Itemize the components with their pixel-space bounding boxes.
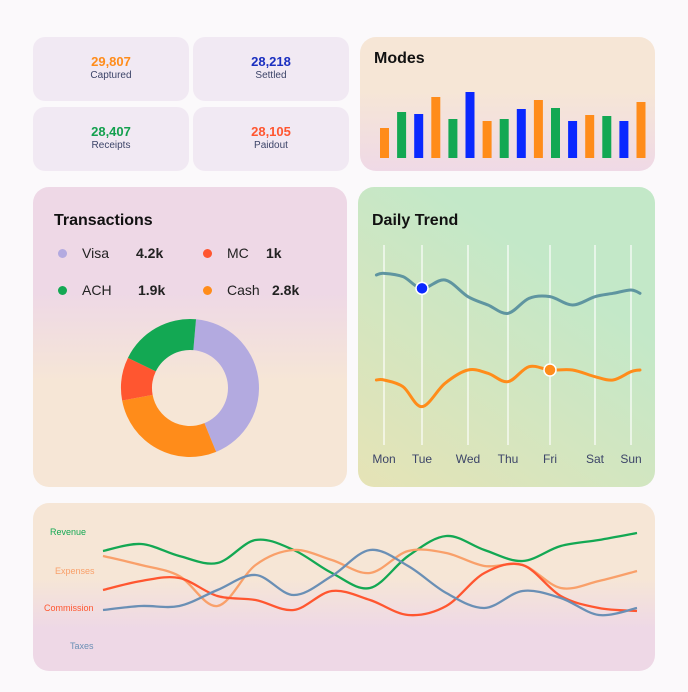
stat-label: Receipts: [91, 140, 131, 151]
x-tick-label: Tue: [412, 452, 433, 466]
series-label: Commission: [44, 603, 94, 613]
x-tick-label: Thu: [498, 452, 519, 466]
mode-bar: [533, 100, 543, 158]
transactions-card: Transactions Visa 4.2k MC 1k ACH 1.9k Ca…: [33, 187, 347, 487]
series-label: Revenue: [50, 527, 86, 537]
mode-bar: [602, 116, 612, 158]
transactions-donut-chart: [120, 319, 259, 457]
mode-bar: [516, 109, 526, 158]
modes-title: Modes: [374, 50, 425, 67]
trend-line-2: [374, 364, 642, 409]
modes-card: Modes: [360, 37, 655, 171]
stat-value: 28,105: [251, 124, 291, 139]
trend-marker: [415, 281, 429, 296]
legend-value: 1k: [266, 245, 282, 261]
mode-bar: [465, 92, 475, 158]
legend-value: 1.9k: [138, 282, 166, 298]
stat-value: 28,407: [91, 124, 131, 139]
series-line-taxes: [102, 548, 638, 617]
stat-paidout[interactable]: 28,105 Paidout: [193, 107, 349, 171]
legend-name: Cash: [227, 282, 260, 298]
legend-name: ACH: [82, 282, 112, 298]
legend-dot-icon: [203, 249, 212, 258]
mode-bar: [482, 121, 492, 158]
legend-value: 2.8k: [272, 282, 300, 298]
x-tick-label: Sat: [586, 452, 605, 466]
series-line-expenses: [102, 548, 638, 608]
multi-line-card: Revenue Expenses Commission Taxes: [33, 503, 655, 671]
x-tick-label: Sun: [620, 452, 641, 466]
legend-dot-icon: [58, 249, 67, 258]
legend-dot-icon: [203, 286, 212, 295]
stat-value: 28,218: [251, 54, 291, 69]
legend-dot-icon: [58, 286, 67, 295]
mode-bar: [568, 121, 578, 158]
stat-value: 29,807: [91, 54, 131, 69]
stat-label: Paidout: [254, 140, 288, 151]
x-tick-label: Mon: [372, 452, 395, 466]
x-tick-label: Wed: [456, 452, 480, 466]
mode-bar: [636, 102, 646, 158]
series-label: Taxes: [70, 641, 94, 651]
stat-receipts[interactable]: 28,407 Receipts: [33, 107, 189, 171]
donut-slice-cash: [122, 394, 217, 457]
donut-slice-mc: [120, 357, 156, 401]
stat-label: Settled: [255, 70, 287, 81]
donut-slice-ach: [127, 319, 197, 372]
donut-slice-visa: [193, 319, 259, 452]
legend-name: MC: [227, 245, 249, 261]
modes-bar-chart: [380, 92, 646, 158]
series-label: Expenses: [55, 566, 95, 576]
daily-trend-card: Daily Trend Mon Tue Wed Thu Fri Sat Sun: [358, 187, 655, 487]
trend-marker: [543, 363, 557, 377]
series-line-revenue: [102, 531, 638, 590]
series-line-commission: [102, 562, 638, 617]
mode-bar: [397, 112, 407, 158]
stats-panel: 29,807 Captured 28,218 Settled 28,407 Re…: [33, 37, 351, 171]
mode-bar: [380, 128, 389, 158]
x-tick-label: Fri: [543, 452, 557, 466]
mode-bar: [585, 115, 595, 158]
legend-name: Visa: [82, 245, 109, 261]
daily-trend-chart: Mon Tue Wed Thu Fri Sat Sun: [372, 245, 642, 466]
mode-bar: [414, 114, 424, 158]
mode-bar: [448, 119, 458, 158]
mode-bar: [431, 97, 441, 158]
multi-line-chart: Revenue Expenses Commission Taxes: [44, 527, 638, 651]
stat-captured[interactable]: 29,807 Captured: [33, 37, 189, 101]
transactions-title: Transactions: [54, 212, 153, 229]
trend-line-1: [374, 271, 642, 315]
legend-value: 4.2k: [136, 245, 164, 261]
mode-bar: [551, 108, 560, 158]
stat-label: Captured: [90, 70, 132, 81]
stat-settled[interactable]: 28,218 Settled: [193, 37, 349, 101]
mode-bar: [499, 119, 509, 158]
mode-bar: [619, 121, 629, 158]
trend-title: Daily Trend: [372, 212, 459, 229]
